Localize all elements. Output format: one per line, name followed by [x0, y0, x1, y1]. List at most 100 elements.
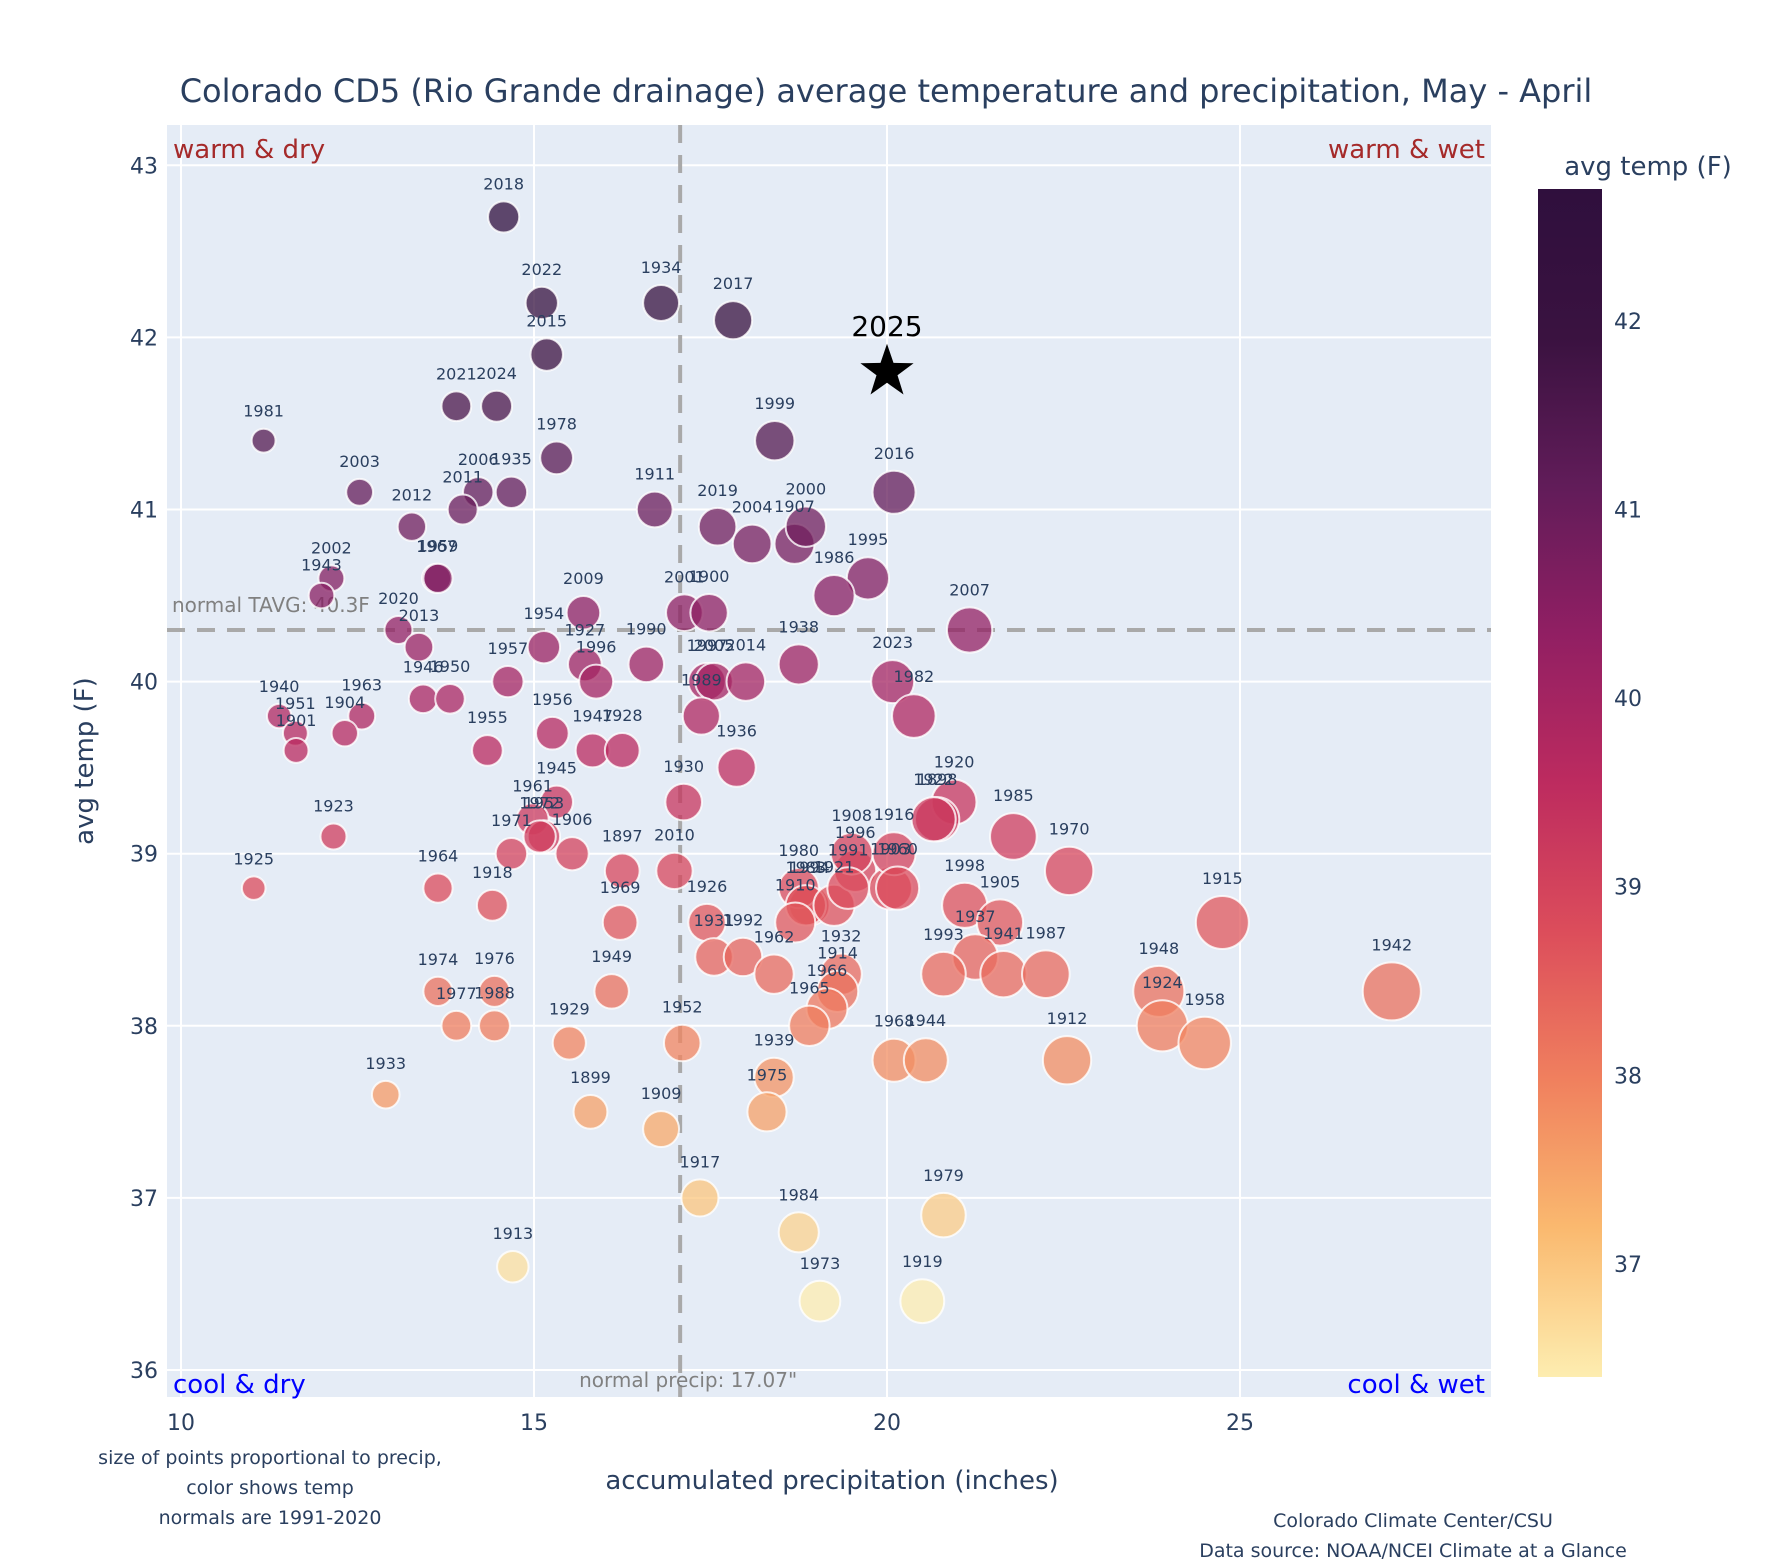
point-label: 1956 [532, 690, 573, 709]
point-label: 1996 [835, 823, 876, 842]
point-1935 [494, 475, 529, 509]
point-1985 [989, 812, 1038, 861]
point-label: 1971 [491, 811, 532, 830]
point-1973 [798, 1279, 842, 1323]
point-label: 1899 [570, 1068, 611, 1087]
point-1919 [899, 1278, 946, 1325]
point-1976 [478, 974, 511, 1008]
point-1992 [722, 936, 764, 978]
point-1979 [920, 1191, 967, 1239]
point-1963 [347, 701, 377, 731]
point-label: 1905 [980, 872, 1021, 891]
point-1901 [282, 736, 310, 764]
point-2023 [870, 659, 916, 705]
point-1942 [1361, 961, 1422, 1022]
normal-precip-label: normal precip: 17.07" [579, 1368, 797, 1392]
y-tick-label: 38 [130, 1015, 158, 1040]
point-label: 1931 [694, 911, 735, 930]
y-axis-ticks: 36 37 38 39 40 41 42 43 [130, 154, 158, 1384]
point-label: 1923 [313, 796, 354, 815]
point-label: 1967 [416, 537, 457, 556]
point-label: 1900 [689, 567, 730, 586]
star-label: 2025 [851, 310, 922, 343]
point-label: 1935 [491, 450, 532, 469]
point-label: 1999 [754, 394, 795, 413]
point-1922 [910, 796, 957, 843]
point-label: 2000 [785, 480, 826, 499]
point-label: 1955 [467, 708, 508, 727]
point-label: 1988 [474, 983, 515, 1002]
point-label: 1989 [681, 670, 722, 689]
y-tick-label: 41 [130, 499, 158, 524]
point-label: 1983 [785, 858, 826, 877]
point-1988 [478, 1009, 511, 1043]
point-1977 [440, 1009, 473, 1042]
point-label: 1910 [775, 876, 816, 895]
quadrant-label-warm-dry: warm & dry [173, 135, 325, 165]
point-label: 1994 [789, 858, 830, 877]
point-label: 1920 [934, 753, 975, 772]
point-2016 [871, 469, 917, 515]
point-2011 [446, 493, 479, 526]
point-label: 1936 [716, 722, 757, 741]
point-label: 1975 [747, 1065, 788, 1084]
point-1917 [680, 1178, 720, 1218]
point-2007 [945, 606, 994, 654]
point-label: 2006 [458, 450, 499, 469]
point-1910 [774, 901, 817, 944]
point-label: 1928 [602, 706, 643, 725]
y-tick-label: 37 [130, 1187, 158, 1212]
point-1944 [902, 1037, 949, 1084]
point-label: 1897 [602, 827, 643, 846]
y-tick-label: 36 [130, 1359, 158, 1384]
point-label: 1974 [418, 950, 459, 969]
point-1923 [319, 822, 348, 851]
point-label: 1926 [687, 877, 728, 896]
point-1930 [664, 782, 703, 822]
point-labels: 2018 2022 2015 1934 2017 1981 2021 2024 1978 1999… [233, 174, 1412, 1272]
credit-line-2: Data source: NOAA/NCEI Climate at a Glan… [1199, 1540, 1627, 1562]
point-1899 [572, 1093, 609, 1130]
point-label: 1946 [403, 657, 444, 676]
point-1952 [662, 1023, 702, 1063]
point-label: 1961 [512, 776, 553, 795]
point-label: 2017 [713, 274, 754, 293]
point-1945 [539, 784, 574, 820]
point-1999 [754, 419, 796, 462]
point-label: 1985 [993, 786, 1034, 805]
point-label: 1930 [663, 757, 704, 776]
point-label: 1917 [680, 1152, 721, 1171]
point-1943 [307, 581, 336, 610]
point-1955 [471, 734, 504, 767]
highlight-2025: 2025 [851, 310, 923, 395]
point-label: 1992 [723, 911, 764, 930]
point-label: 1984 [778, 1185, 819, 1204]
point-label: 1903 [870, 840, 911, 859]
point-2020 [383, 614, 414, 645]
point-label: 1976 [474, 949, 515, 968]
point-label: 1918 [472, 863, 513, 882]
point-label: 1997 [687, 636, 728, 655]
point-1996 [578, 663, 615, 700]
point-1986 [812, 573, 856, 618]
point-label: 1907 [774, 497, 815, 516]
point-label: 1977 [436, 984, 477, 1003]
point-label: 2011 [442, 468, 483, 487]
colorbar-tick-label: 38 [1614, 1064, 1642, 1089]
point-2024 [480, 389, 514, 423]
point-label: 1972 [519, 793, 560, 812]
chart-title: Colorado CD5 (Rio Grande drainage) avera… [180, 72, 1593, 110]
point-label: 1916 [874, 805, 915, 824]
point-1957 [491, 664, 525, 699]
point-2000 [784, 505, 827, 548]
point-label: 1927 [564, 621, 605, 640]
point-1946 [407, 683, 439, 715]
note-line-1: size of points proportional to precip, [98, 1447, 442, 1469]
point-label: 1929 [549, 999, 590, 1018]
point-label: 1948 [1138, 939, 1179, 958]
point-label: 1938 [778, 617, 819, 636]
point-1928 [603, 732, 641, 769]
point-2019 [697, 506, 738, 547]
point-label: 1950 [430, 657, 471, 676]
